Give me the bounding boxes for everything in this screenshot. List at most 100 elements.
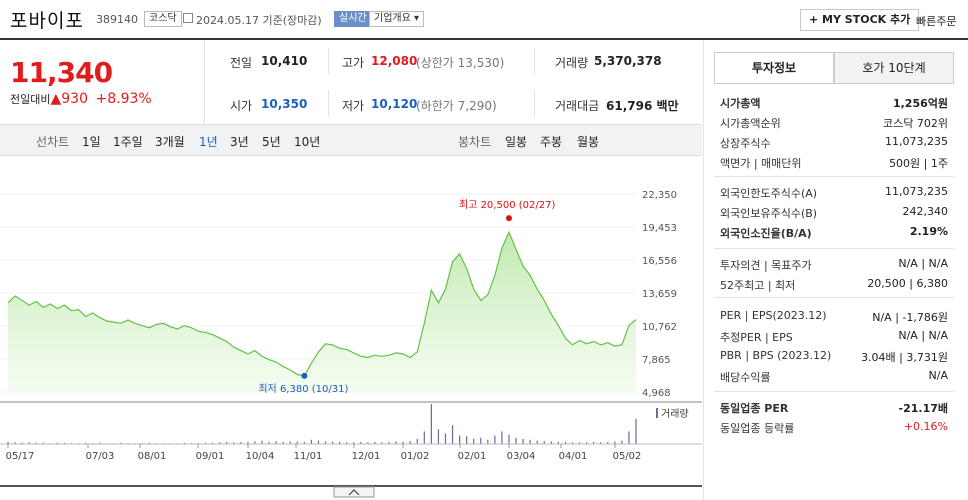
x-tick-label: 02/01 <box>458 451 487 462</box>
volume-bar <box>360 441 362 444</box>
volume-bar <box>317 440 320 444</box>
y-tick-label: 22,350 <box>642 190 677 201</box>
y-tick-label: 16,556 <box>642 256 677 267</box>
amount-value: 61,796 백만 <box>606 99 679 113</box>
amount-label: 거래대금 <box>555 99 600 113</box>
info-value: 11,073,235 <box>885 185 948 198</box>
info-label: PBR | BPS (2023.12) <box>720 349 832 362</box>
volume-bar <box>600 442 602 444</box>
volume-bar <box>367 442 369 444</box>
volume-bar <box>409 441 411 444</box>
volume-bar <box>423 431 425 444</box>
volume-bar <box>7 441 9 444</box>
info-label: 추정PER | EPS <box>720 331 793 344</box>
price-line <box>7 230 637 377</box>
company-info-dropdown[interactable]: 기업개요 ▾ <box>369 11 424 27</box>
price-chart[interactable]: 22,350 19,453 16,556 13,659 10,762 7,865 4,968… <box>0 156 702 500</box>
info-label: 외국인소진율(B/A) <box>720 227 812 240</box>
info-label: 52주최고 | 최저 <box>720 279 796 292</box>
volume-bar <box>21 442 23 444</box>
my-stock-add-button[interactable]: + MY STOCK 추가 <box>800 9 920 31</box>
volume-bar <box>501 431 503 444</box>
x-tick-label: 05/17 <box>6 451 35 462</box>
volume-legend-label: 거래량 <box>661 408 689 420</box>
volume-legend-swatch <box>656 408 658 418</box>
tab-weekly[interactable]: 주봉 <box>540 135 563 149</box>
volume-bar <box>564 441 567 444</box>
info-value: 1,256억원 <box>892 97 948 110</box>
info-value: -21.17배 <box>898 402 948 415</box>
up-arrow-icon: ▲ <box>50 91 62 107</box>
volume-bar <box>204 442 207 444</box>
volume-bar <box>458 435 461 444</box>
realtime-badge[interactable]: 실시간 <box>334 11 372 27</box>
lower-limit: (하한가 7,290) <box>416 99 497 113</box>
volume-bar <box>120 442 122 444</box>
tab-1d[interactable]: 1일 <box>82 135 101 149</box>
tab-1y[interactable]: 1년 <box>199 135 218 149</box>
stock-title: 포바이포 <box>10 10 84 32</box>
market-badge: 코스닥 <box>144 11 182 27</box>
tab-monthly[interactable]: 월봉 <box>577 135 600 149</box>
volume-bar <box>346 442 348 444</box>
info-label: PER | EPS(2023.12) <box>720 309 827 322</box>
volume-bar <box>607 441 609 444</box>
info-label: 투자의견 | 목표주가 <box>720 259 812 272</box>
volume-bar <box>148 442 150 444</box>
volume-bar <box>56 442 58 444</box>
x-tick-label: 07/03 <box>86 451 115 462</box>
tab-invest-info[interactable]: 투자정보 <box>714 52 834 84</box>
low-label: 저가 <box>342 99 365 113</box>
volume-value: 5,370,378 <box>594 54 662 68</box>
x-tick-label: 05/02 <box>613 451 642 462</box>
tab-5y[interactable]: 5년 <box>262 135 281 149</box>
volume-bar <box>35 442 37 444</box>
volume-bar <box>536 440 538 444</box>
volume-bar <box>99 442 101 444</box>
volume-bar <box>339 441 341 444</box>
prev-value: 10,410 <box>261 54 308 68</box>
volume-bar <box>437 429 440 444</box>
volume-bar <box>388 441 390 444</box>
x-tick-label: 04/01 <box>559 451 588 462</box>
volume-bar <box>310 439 313 444</box>
volume-bar <box>42 442 44 444</box>
volume-bar <box>324 441 327 444</box>
price-change: 전일대비▲930 +8.93% <box>10 91 152 107</box>
tab-quote-10[interactable]: 호가 10단계 <box>834 52 954 84</box>
info-value: 코스닥 702위 <box>883 117 948 130</box>
volume-bar <box>515 437 517 444</box>
min-label: 최저 6,380 (10/31) <box>258 383 348 395</box>
volume-bar <box>635 418 637 444</box>
min-point <box>301 372 308 379</box>
info-value: 3.04배 | 3,731원 <box>861 351 948 364</box>
volume-bar <box>233 442 235 444</box>
volume-bar <box>522 438 524 444</box>
volume-bar <box>529 439 531 444</box>
volume-bar <box>416 438 418 444</box>
tab-3m[interactable]: 3개월 <box>155 135 185 149</box>
volume-bar <box>571 442 574 444</box>
info-value: +0.16% <box>903 420 948 433</box>
volume-bar <box>381 442 383 444</box>
volume-bar <box>586 442 588 444</box>
info-value: N/A | N/A <box>898 257 948 270</box>
volume-bar <box>395 441 397 444</box>
tab-3y[interactable]: 3년 <box>230 135 249 149</box>
volume-bar <box>247 441 249 444</box>
volume-bar <box>487 439 489 444</box>
x-tick-label: 09/01 <box>196 451 225 462</box>
max-label: 최고 20,500 (02/27) <box>459 199 555 211</box>
volume-bar <box>268 441 270 444</box>
quick-order-button[interactable]: 빠른주문 <box>916 15 957 28</box>
info-label: 외국인보유주식수(B) <box>720 207 818 220</box>
tab-10y[interactable]: 10년 <box>294 135 321 149</box>
tab-1w[interactable]: 1주일 <box>113 135 143 149</box>
low-value: 10,120 <box>371 97 418 111</box>
high-value: 12,080 <box>371 54 418 68</box>
tab-daily[interactable]: 일봉 <box>505 135 528 149</box>
volume-bar <box>240 441 242 444</box>
header-divider <box>0 38 968 40</box>
x-tick-label: 12/01 <box>352 451 381 462</box>
volume-bar <box>254 441 256 444</box>
